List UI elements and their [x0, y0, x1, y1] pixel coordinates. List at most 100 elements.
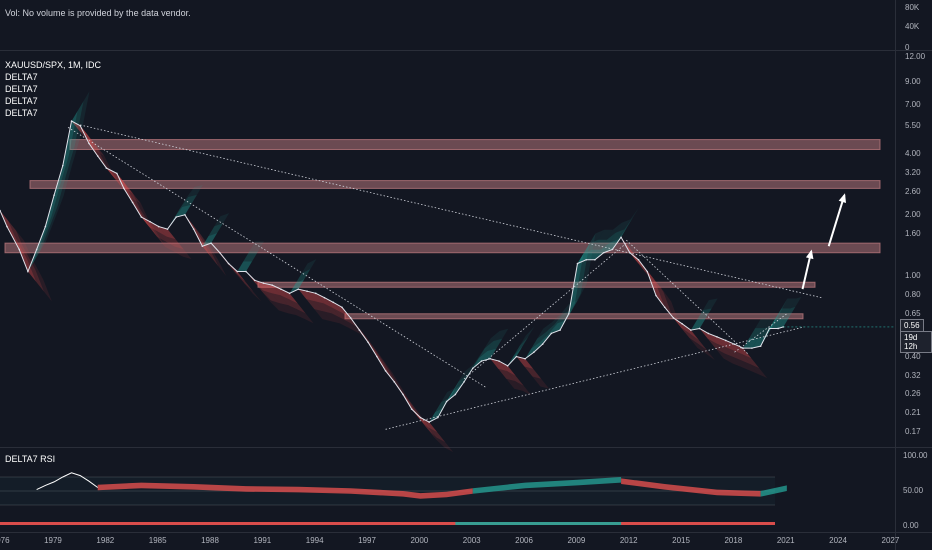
time-axis-tick: 1988 — [201, 536, 219, 545]
price-point — [663, 306, 666, 309]
price-point — [410, 408, 413, 410]
price-point — [454, 393, 457, 396]
trend-cloud — [629, 252, 655, 280]
trend-cloud — [141, 217, 159, 232]
trend-cloud — [6, 226, 28, 260]
trend-cloud — [315, 293, 341, 318]
price-point — [733, 343, 736, 346]
trend-cloud — [307, 291, 332, 314]
price-point — [637, 258, 640, 261]
trend-cloud — [123, 188, 149, 223]
trend-cloud — [272, 285, 297, 310]
price-zone — [344, 313, 804, 320]
trend-cloud — [132, 202, 158, 238]
trend-cloud — [280, 289, 306, 314]
trend-cloud — [577, 229, 605, 264]
trend-cloud — [272, 285, 289, 300]
trend-cloud — [394, 381, 428, 425]
price-point — [157, 225, 160, 228]
price-point — [445, 400, 448, 403]
price-axis-tick: 4.00 — [905, 148, 921, 158]
trend-cloud — [472, 341, 494, 369]
trend-cloud — [116, 173, 148, 219]
price-point — [166, 228, 169, 230]
time-axis-tick: 2003 — [462, 536, 481, 545]
price-axis-tick: 0.17 — [905, 426, 921, 436]
trend-cloud — [272, 285, 305, 320]
trend-cloud — [45, 185, 61, 227]
trend-cloud — [116, 173, 140, 209]
price-axis-tick: 2.60 — [905, 186, 921, 196]
trend-cloud — [237, 241, 264, 272]
trend-cloud — [551, 310, 573, 334]
trend-cloud — [568, 253, 584, 314]
indicator-legend-3[interactable]: DELTA7 — [5, 96, 38, 106]
price-point — [236, 270, 239, 273]
price-zone — [257, 281, 816, 288]
price-axis-tick: 1.00 — [905, 270, 921, 280]
trend-cloud — [333, 302, 358, 328]
trend-cloud — [289, 279, 305, 294]
trend-cloud — [760, 298, 788, 347]
price-point — [184, 214, 186, 216]
trend-cloud — [254, 280, 272, 294]
symbol-title[interactable]: XAUUSD/SPX, 1M, IDC — [5, 60, 102, 70]
trend-cloud — [516, 356, 550, 389]
price-axis-tick: 1.60 — [905, 229, 921, 239]
price-point — [27, 270, 29, 273]
trend-cloud — [237, 261, 252, 272]
price-point — [724, 339, 727, 342]
trend-cloud — [403, 394, 428, 430]
time-axis-tick: 1985 — [148, 536, 167, 545]
price-point — [123, 187, 125, 190]
time-axis-tick: 1976 — [0, 536, 10, 545]
trend-cloud — [673, 317, 707, 354]
trend-cloud — [594, 242, 610, 260]
indicator-legend-4[interactable]: DELTA7 — [5, 108, 38, 118]
trend-cloud — [6, 226, 36, 270]
price-point — [349, 317, 352, 319]
trend-cloud — [481, 338, 503, 362]
trend-cloud — [542, 303, 570, 345]
trend-cloud — [533, 314, 561, 353]
trend-cloud — [551, 300, 579, 334]
time-axis-tick: 1997 — [358, 536, 376, 545]
price-point — [105, 167, 108, 169]
rsi-band-fill — [621, 478, 761, 497]
time-axis-tick: 2024 — [829, 536, 847, 545]
price-point — [288, 292, 291, 295]
trend-cloud — [734, 344, 768, 379]
price-axis-tick: 0.65 — [905, 308, 921, 318]
trend-cloud — [228, 263, 254, 292]
trend-cloud — [184, 214, 218, 260]
price-point — [201, 245, 204, 248]
price-point — [471, 367, 474, 370]
trend-cloud — [525, 332, 546, 359]
trend-cloud — [106, 168, 141, 204]
rsi-title[interactable]: DELTA7 RSI — [5, 454, 56, 464]
trend-cloud — [481, 328, 509, 362]
trend-cloud — [368, 342, 393, 377]
price-point — [690, 329, 692, 331]
price-point — [140, 216, 143, 218]
trend-cloud — [717, 336, 742, 361]
price-point — [70, 120, 73, 122]
trend-cloud — [36, 196, 64, 250]
trend-cloud — [411, 409, 437, 438]
trend-cloud — [376, 356, 402, 391]
price-axis-tick: 12.00 — [905, 52, 926, 62]
trend-cloud — [673, 317, 699, 344]
trend-cloud — [176, 194, 197, 218]
trend-cloud — [603, 219, 631, 253]
trend-cloud — [350, 317, 384, 361]
price-point — [716, 336, 718, 338]
indicator-legend-2[interactable]: DELTA7 — [5, 84, 38, 94]
price-point — [550, 332, 553, 335]
rsi-axis-tick: 0.00 — [903, 521, 919, 530]
trend-cloud — [769, 318, 785, 329]
trendline — [76, 123, 822, 299]
trend-cloud — [324, 297, 350, 323]
price-point — [149, 220, 151, 223]
indicator-legend-1[interactable]: DELTA7 — [5, 72, 38, 82]
